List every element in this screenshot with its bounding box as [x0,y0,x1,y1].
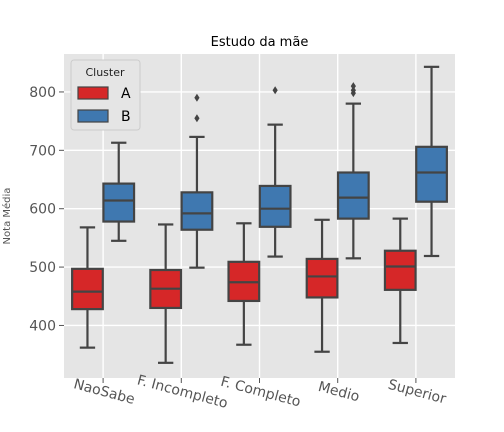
y-tick-label-3: 700 [29,143,56,159]
x-tick-label-0: NaoSabe [72,376,137,408]
box-body [258,184,292,228]
outlier-1 [350,86,356,95]
y-tick-label-2: 600 [29,202,56,218]
legend-label-b: B [121,109,131,125]
box-body [71,267,104,311]
box-B-3 [336,82,370,260]
x-tick-label-2: F. Completo [219,374,302,411]
box-body [180,191,214,231]
box-A-3 [305,218,339,353]
outlier-2 [350,82,356,91]
chart-title: Estudo da mãe [211,35,309,50]
legend-label-a: A [121,86,131,102]
box-body [383,249,417,291]
box-body [305,257,339,299]
y-tick-label-1: 500 [29,260,56,276]
box-body [102,182,136,223]
box-A-4 [383,217,417,345]
x-tick-label-4: Superior [386,377,448,408]
outlier-1 [194,93,200,102]
box-B-2 [258,86,292,258]
y-axis-label: Nota Média [1,188,13,245]
x-tick-label-3: Medio [316,379,361,405]
box-A-1 [149,223,183,364]
legend-swatch-a [77,86,109,100]
y-tick-label-4: 800 [29,85,56,101]
y-tick-label-0: 400 [29,318,56,334]
outlier-0 [272,86,278,95]
x-tick-label-1: F. Incompleto [135,372,229,412]
box-B-1 [180,93,214,269]
box-elements [71,65,448,364]
box-B-4 [415,65,448,258]
box-body [336,171,370,220]
legend-title: Cluster [85,66,125,79]
legend-swatch-b [77,109,109,123]
outlier-0 [194,114,200,123]
legend: Cluster A B [70,59,141,131]
box-body [415,145,448,203]
y-tick-labels: 400 500 600 700 800 [29,85,64,334]
box-A-2 [227,222,261,346]
box-A-0 [71,226,104,349]
